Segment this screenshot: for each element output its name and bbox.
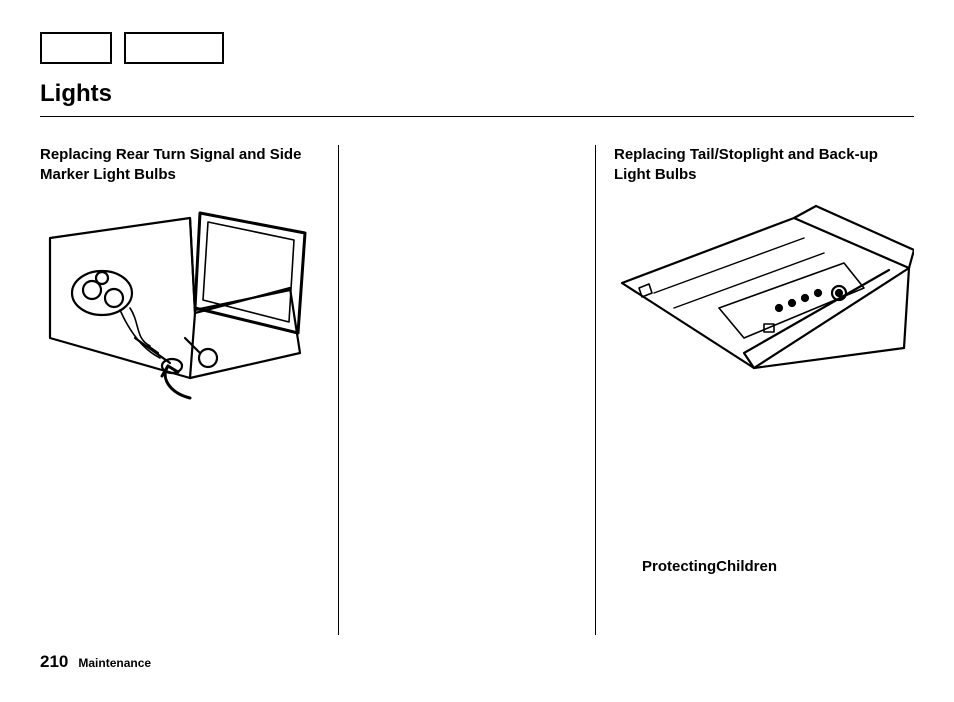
- title-rule: [40, 116, 914, 117]
- rear-turn-signal-drawing: [40, 198, 320, 418]
- right-illustration: [614, 198, 914, 418]
- trunk-interior-drawing: [614, 198, 914, 398]
- column-right: Replacing Tail/Stoplight and Back-up Lig…: [595, 145, 914, 635]
- page-footer: 210 Maintenance: [40, 652, 151, 672]
- right-subheading: Replacing Tail/Stoplight and Back-up Lig…: [614, 145, 914, 184]
- left-subheading: Replacing Rear Turn Signal and Side Mark…: [40, 145, 320, 184]
- left-illustration: [40, 198, 320, 418]
- column-left: Replacing Rear Turn Signal and Side Mark…: [40, 145, 338, 635]
- nav-box-1: [40, 32, 112, 64]
- protecting-children-heading: ProtectingChildren: [642, 558, 914, 575]
- content-columns: Replacing Rear Turn Signal and Side Mark…: [40, 145, 914, 635]
- manual-page: Lights Replacing Rear Turn Signal and Si…: [0, 0, 954, 702]
- column-middle: [338, 145, 595, 635]
- page-title: Lights: [40, 80, 914, 108]
- footer-section-label: Maintenance: [78, 656, 151, 670]
- top-box-row: [40, 32, 914, 64]
- nav-box-2: [124, 32, 224, 64]
- page-number: 210: [40, 652, 68, 672]
